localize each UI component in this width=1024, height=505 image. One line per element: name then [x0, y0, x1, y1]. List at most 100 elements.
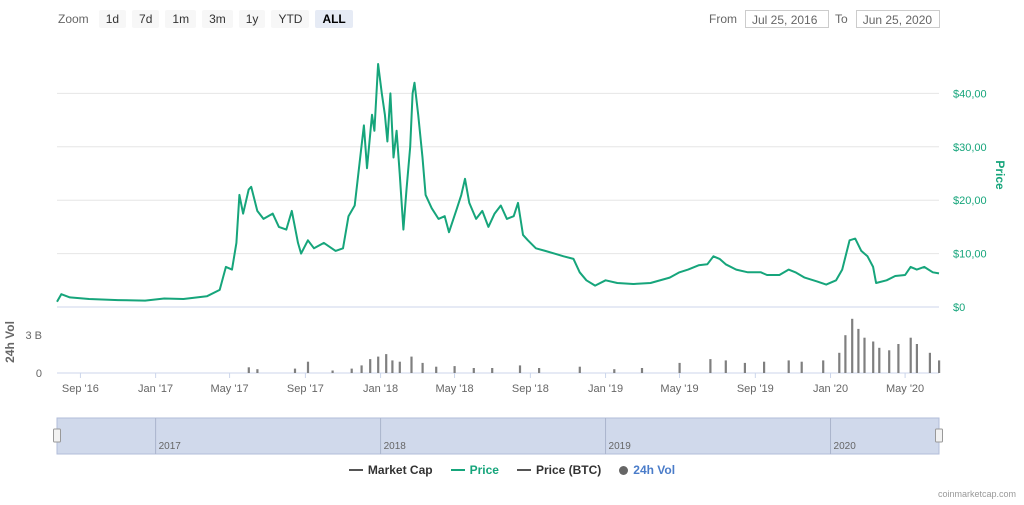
x-tick-label: Sep '16 [62, 383, 99, 395]
volume-bar [360, 365, 363, 373]
volume-bar [857, 328, 860, 373]
volume-bar [421, 362, 424, 373]
zoom-1d-button[interactable]: 1d [98, 10, 127, 28]
volume-bar [385, 354, 388, 373]
zoom-bar: Zoom 1d 7d 1m 3m 1y YTD ALL [58, 9, 353, 29]
to-label: To [835, 12, 848, 26]
price-tick-label: $0 [953, 302, 965, 314]
navigator-window [56, 417, 940, 455]
x-tick-label: May '17 [210, 383, 248, 395]
legend-24h-vol-label: 24h Vol [633, 463, 676, 477]
volume-bar [938, 360, 941, 373]
volume-bar [247, 367, 250, 373]
volume-bar [878, 347, 881, 373]
volume-tick-label: 0 [36, 368, 42, 380]
volume-bar [377, 356, 380, 373]
legend-market-cap[interactable]: Market Cap [348, 463, 433, 477]
volume-bar [306, 361, 310, 373]
zoom-1y-button[interactable]: 1y [238, 10, 266, 28]
volume-bar [851, 318, 854, 373]
price-series-line [56, 63, 940, 303]
volume-bar [538, 368, 541, 373]
volume-tick-label: 3 B [25, 330, 42, 342]
volume-bar [800, 361, 803, 373]
volume-bar [763, 361, 766, 373]
zoom-3m-button[interactable]: 3m [202, 10, 233, 28]
credit-text: coinmarketcap.com [937, 489, 1016, 499]
volume-bar [678, 362, 681, 373]
date-range-from: From Jul 25, 2016 [709, 9, 829, 29]
legend-price-btc-label: Price (BTC) [535, 463, 602, 477]
x-tick-label: Jan '19 [588, 383, 623, 395]
navigator-year-label: 2018 [384, 441, 407, 452]
x-tick-label: Jan '20 [813, 383, 848, 395]
volume-bar [410, 356, 413, 373]
legend-price[interactable]: Price [450, 463, 499, 477]
volume-bar [863, 337, 866, 373]
volume-bar [928, 352, 931, 373]
zoom-7d-button[interactable]: 7d [132, 10, 160, 28]
price-tick-label: $20,00 [953, 195, 987, 207]
volume-bar [350, 368, 353, 373]
volume-axis-title: 24h Vol [3, 321, 17, 363]
volume-bar [724, 360, 727, 373]
legend-price-label: Price [469, 463, 499, 477]
from-date-input[interactable]: Jul 25, 2016 [745, 10, 829, 28]
volume-bar [888, 350, 891, 373]
volume-bar [398, 361, 401, 373]
volume-bar [331, 370, 334, 373]
zoom-all-button[interactable]: ALL [315, 10, 353, 28]
volume-bar [640, 368, 644, 373]
volume-bar [491, 368, 494, 373]
volume-bar [838, 352, 841, 373]
to-date-input[interactable]: Jun 25, 2020 [855, 10, 940, 28]
volume-bar [293, 368, 297, 373]
legend: Market Cap Price Price (BTC) 24h Vol [0, 463, 1024, 477]
volume-bar [787, 360, 790, 373]
x-tick-label: Sep '19 [737, 383, 774, 395]
navigator-year-label: 2020 [834, 441, 857, 452]
legend-24h-vol[interactable]: 24h Vol [619, 463, 675, 477]
volume-bar [391, 360, 394, 373]
volume-bar [256, 369, 259, 373]
x-tick-label: Jan '18 [363, 383, 398, 395]
price-tick-label: $10,00 [953, 249, 987, 261]
legend-24h-vol-dot-icon [619, 465, 629, 475]
volume-bar [435, 366, 438, 373]
legend-price-btc-line-icon [516, 469, 531, 471]
navigator-right-handle[interactable] [935, 428, 943, 443]
volume-bar [915, 344, 918, 373]
date-range-to: To Jun 25, 2020 [835, 9, 940, 29]
volume-bar [872, 341, 875, 373]
zoom-label: Zoom [58, 12, 89, 26]
price-axis-title: Price [993, 160, 1007, 190]
legend-market-cap-label: Market Cap [367, 463, 433, 477]
volume-bar [909, 337, 912, 373]
price-tick-label: $30,00 [953, 142, 987, 154]
x-tick-label: May '20 [886, 383, 924, 395]
from-label: From [709, 12, 737, 26]
volume-bar [472, 368, 475, 373]
volume-bar [743, 362, 746, 373]
volume-bar [518, 365, 522, 373]
navigator-year-label: 2019 [609, 441, 632, 452]
volume-bar [369, 359, 372, 373]
x-tick-label: Sep '17 [287, 383, 324, 395]
volume-bar [709, 359, 712, 373]
x-tick-label: Jan '17 [138, 383, 173, 395]
zoom-1m-button[interactable]: 1m [165, 10, 197, 28]
navigator-year-label: 2017 [159, 441, 182, 452]
volume-bar [578, 366, 581, 373]
volume-bar [897, 344, 900, 373]
legend-price-btc[interactable]: Price (BTC) [516, 463, 602, 477]
navigator-left-handle[interactable] [53, 428, 61, 443]
zoom-ytd-button[interactable]: YTD [271, 10, 310, 28]
legend-price-line-icon [450, 469, 465, 471]
x-tick-label: May '19 [660, 383, 698, 395]
volume-bar [613, 369, 616, 373]
price-tick-label: $40,00 [953, 88, 987, 100]
x-tick-label: Sep '18 [512, 383, 549, 395]
x-tick-label: May '18 [435, 383, 473, 395]
volume-bar [453, 366, 456, 373]
